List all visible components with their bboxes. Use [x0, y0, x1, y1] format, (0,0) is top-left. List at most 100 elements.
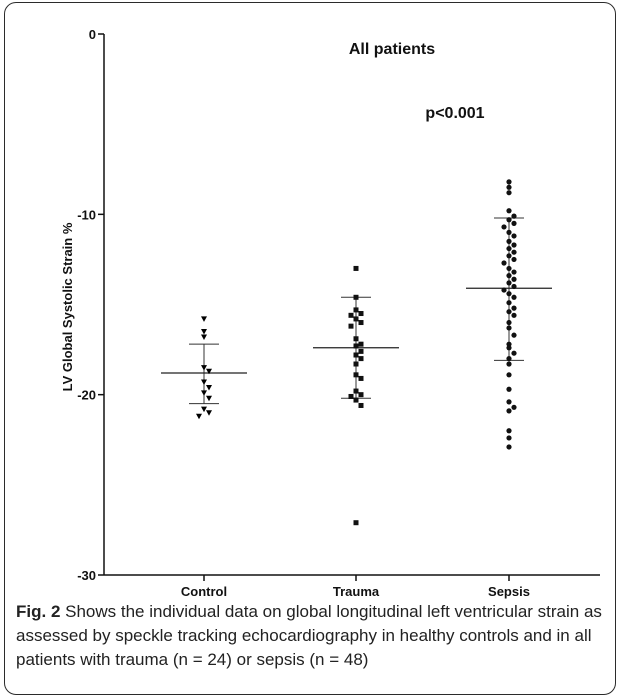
data-point — [358, 348, 364, 354]
data-point — [358, 311, 364, 317]
data-point — [501, 287, 507, 293]
data-point — [511, 305, 517, 311]
data-point — [506, 265, 512, 272]
data-marks — [161, 179, 552, 526]
strain-scatter-chart: All patients p<0.001 LV Global Systolic … — [60, 27, 600, 599]
data-point — [511, 276, 517, 282]
data-point — [206, 384, 212, 391]
data-point — [506, 356, 512, 362]
data-point — [506, 229, 512, 235]
caption-text: Shows the individual data on global long… — [16, 602, 602, 669]
data-point — [358, 402, 364, 408]
data-point — [206, 368, 212, 375]
data-point — [506, 245, 512, 252]
data-point — [511, 233, 517, 239]
data-point — [506, 253, 512, 259]
data-point — [511, 242, 517, 248]
data-point — [506, 372, 512, 378]
data-point — [511, 213, 517, 219]
data-point — [348, 312, 354, 318]
data-point — [201, 379, 207, 386]
data-point — [358, 375, 364, 381]
data-point — [353, 372, 359, 378]
data-point — [201, 406, 207, 413]
data-point — [353, 336, 359, 342]
data-point — [506, 399, 512, 405]
data-point — [201, 334, 207, 340]
data-point — [206, 410, 212, 416]
data-point — [201, 329, 207, 335]
series-control — [161, 316, 247, 420]
data-point — [506, 238, 512, 244]
data-point — [353, 388, 359, 394]
chart-title: All patients — [349, 41, 435, 58]
data-point — [511, 256, 517, 263]
data-point — [506, 319, 512, 326]
x-tick-label: Control — [181, 584, 227, 599]
data-point — [506, 217, 512, 223]
data-point — [506, 273, 512, 279]
series-trauma — [313, 265, 399, 526]
data-point — [353, 343, 359, 349]
data-point — [511, 269, 517, 275]
data-point — [511, 332, 517, 338]
data-point — [506, 208, 512, 214]
y-tick-label: -10 — [77, 207, 96, 222]
data-point — [506, 361, 512, 367]
data-point — [201, 365, 207, 371]
data-point — [353, 307, 359, 313]
data-point — [353, 361, 359, 367]
data-point — [353, 520, 359, 526]
y-axis-label: LV Global Systolic Strain % — [60, 222, 75, 391]
x-tick-label: Sepsis — [488, 584, 530, 599]
data-point — [506, 325, 512, 331]
data-point — [511, 350, 517, 356]
data-point — [353, 397, 359, 403]
data-point — [511, 294, 517, 300]
x-tick-label: Trauma — [333, 584, 380, 599]
data-point — [511, 283, 517, 290]
data-point — [506, 300, 512, 306]
data-point — [506, 291, 512, 297]
data-point — [506, 179, 512, 185]
data-point — [506, 184, 512, 190]
data-point — [353, 352, 359, 358]
y-tick-label: -30 — [77, 568, 96, 583]
data-point — [501, 224, 507, 230]
data-point — [353, 265, 359, 271]
data-point — [511, 312, 517, 318]
data-point — [348, 323, 354, 329]
data-point — [358, 356, 364, 362]
data-point — [196, 413, 202, 420]
caption-label: Fig. 2 — [16, 602, 61, 621]
data-point — [511, 249, 517, 255]
axes: 0 -10 -20 -30 Control Trauma Sepsis — [77, 27, 600, 599]
data-point — [506, 386, 512, 392]
data-point — [506, 345, 512, 351]
data-point — [506, 428, 512, 434]
y-tick-label: 0 — [89, 27, 96, 42]
y-tick-label: -20 — [77, 388, 96, 403]
data-point — [206, 395, 212, 402]
data-point — [353, 294, 359, 300]
data-point — [506, 280, 512, 286]
series-sepsis — [466, 179, 552, 450]
data-point — [506, 444, 512, 450]
data-point — [358, 320, 364, 326]
data-point — [506, 435, 512, 441]
data-point — [501, 260, 507, 266]
data-point — [358, 341, 364, 347]
figure-caption: Fig. 2 Shows the individual data on glob… — [16, 600, 612, 672]
data-point — [358, 392, 364, 398]
data-point — [506, 408, 512, 414]
p-value-annotation: p<0.001 — [425, 105, 484, 122]
data-point — [506, 309, 512, 315]
data-point — [348, 393, 354, 399]
data-point — [201, 390, 207, 396]
figure-frame — [4, 2, 616, 695]
data-point — [353, 316, 359, 322]
data-point — [506, 190, 512, 196]
data-point — [506, 341, 512, 347]
data-point — [201, 316, 207, 322]
data-point — [511, 220, 517, 226]
